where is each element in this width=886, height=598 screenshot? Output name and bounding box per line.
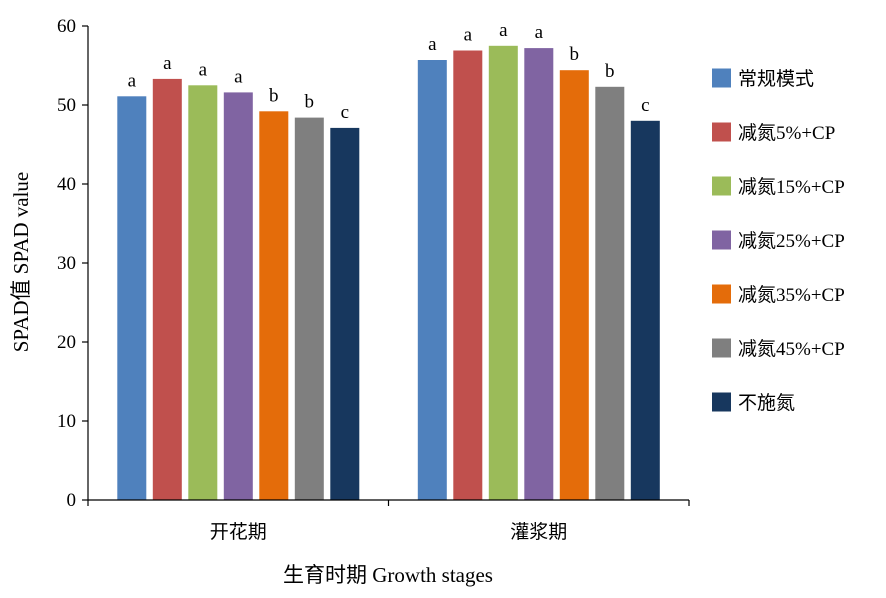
bar-0-4 [259,111,289,501]
bar-1-3 [524,48,554,500]
sig-label-1-0: a [428,34,437,55]
bar-0-3 [223,92,253,501]
sig-label-0-4: b [269,85,279,106]
y-tick-label-0: 0 [67,490,77,511]
sig-label-1-2: a [499,20,508,41]
bar-1-1 [453,50,483,500]
bar-1-0 [417,60,447,500]
legend-label-3: 减氮25%+CP [738,230,845,252]
sig-label-0-6: c [341,102,349,123]
legend-swatch-2 [712,176,731,196]
sig-label-0-3: a [234,66,243,87]
x-axis-title: 生育时期 Growth stages [283,563,493,587]
bar-1-6 [630,120,660,501]
bar-1-2 [488,45,518,501]
x-tick-label-0: 开花期 [210,521,267,543]
bar-0-6 [330,127,360,501]
legend-swatch-5 [712,338,731,358]
sig-label-1-4: b [570,44,580,65]
sig-label-1-5: b [605,61,615,82]
y-tick-label-2: 20 [57,332,76,353]
sig-label-0-5: b [305,92,315,113]
bar-1-4 [559,70,589,500]
bar-0-1 [152,78,182,501]
bar-1-5 [595,86,625,501]
sig-label-0-0: a [128,70,137,91]
legend-label-2: 减氮15%+CP [738,176,845,198]
legend-label-6: 不施氮 [738,392,795,414]
bar-0-2 [188,85,218,501]
legend-label-4: 减氮35%+CP [738,284,845,306]
sig-label-1-3: a [535,22,544,43]
legend-swatch-1 [712,122,731,142]
y-tick-label-3: 30 [57,253,76,274]
x-tick-label-1: 灌浆期 [510,521,567,543]
axes: 开花期 灌浆期 0 10 20 30 40 50 60 [57,16,690,543]
bar-0-5 [294,117,324,500]
sig-label-0-2: a [199,59,208,80]
legend-label-1: 减氮5%+CP [738,122,835,144]
legend-swatch-3 [712,230,731,250]
significance-labels: a a a a b b c a a a a b b c [128,20,650,123]
y-tick-label-1: 10 [57,411,76,432]
y-tick-label-5: 50 [57,95,76,116]
y-tick-label-6: 60 [57,16,76,37]
y-tick-label-4: 40 [57,174,76,195]
sig-label-1-6: c [641,95,649,116]
legend-swatch-6 [712,392,731,412]
legend-swatch-4 [712,284,731,304]
legend-swatch-0 [712,68,731,88]
bars-group [117,45,660,501]
bar-0-0 [117,96,147,501]
sig-label-1-1: a [464,25,473,46]
sig-label-0-1: a [163,53,172,74]
legend-label-0: 常规模式 [738,68,814,90]
y-axis-title: SPAD值 SPAD value [9,172,33,353]
legend-label-5: 减氮45%+CP [738,338,845,360]
